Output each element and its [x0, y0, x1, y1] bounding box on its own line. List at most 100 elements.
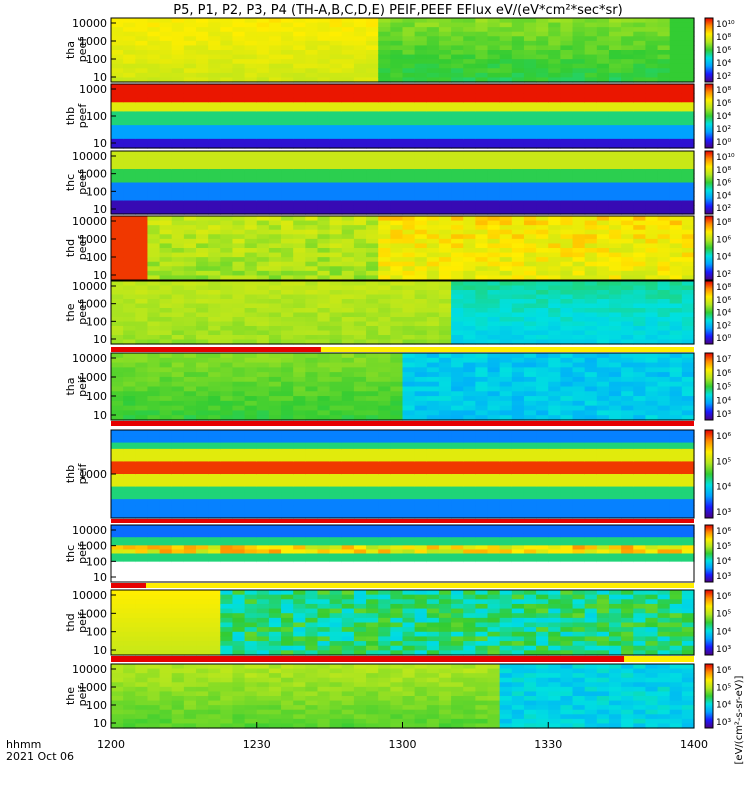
heatmap-cell	[196, 27, 209, 33]
colorbar-tick-label: 10⁰	[716, 138, 731, 148]
heatmap-cell	[572, 467, 586, 475]
heatmap-cell	[244, 205, 258, 211]
heatmap-cell	[329, 317, 343, 323]
heatmap-cell	[560, 281, 574, 287]
heatmap-cell	[378, 164, 391, 170]
heatmap-cell	[548, 281, 561, 287]
heatmap-cell	[548, 216, 561, 222]
heatmap-cell	[244, 200, 258, 206]
heatmap-cell	[536, 243, 549, 249]
heatmap-cell	[111, 533, 124, 538]
heatmap-cell	[123, 266, 136, 272]
heatmap-cell	[390, 372, 404, 378]
heatmap-cell	[341, 234, 355, 240]
heatmap-cell	[317, 120, 331, 126]
heatmap-cell	[135, 505, 149, 513]
heatmap-cell	[548, 160, 561, 166]
heatmap-cell	[414, 31, 428, 37]
heatmap-cell	[341, 160, 355, 166]
heatmap-cell	[159, 410, 173, 416]
heatmap-cell	[608, 72, 622, 79]
heatmap-cell	[305, 45, 319, 51]
heatmap-cell	[402, 88, 416, 94]
heatmap-cell	[426, 196, 440, 202]
heatmap-cell	[499, 63, 513, 69]
heatmap-cell	[135, 430, 149, 437]
heatmap-cell	[596, 18, 610, 24]
heatmap-cell	[499, 248, 513, 254]
heatmap-cell	[183, 248, 197, 254]
heatmap-cell	[341, 164, 355, 170]
heatmap-cell	[414, 303, 428, 309]
heatmap-cell	[329, 270, 343, 277]
heatmap-cell	[123, 405, 136, 412]
heatmap-cell	[463, 155, 476, 161]
heatmap-cell	[487, 353, 501, 359]
heatmap-cell	[633, 474, 647, 481]
heatmap-cell	[378, 505, 391, 513]
heatmap-cell	[329, 321, 343, 327]
heatmap-cell	[281, 357, 294, 364]
heatmap-cell	[681, 362, 695, 368]
heatmap-cell	[645, 455, 659, 463]
heatmap-cell	[123, 557, 136, 563]
heatmap-cell	[633, 196, 647, 202]
heatmap-cell	[171, 281, 185, 287]
heatmap-cell	[681, 220, 695, 226]
heatmap-cell	[123, 138, 136, 145]
heatmap-cell	[159, 376, 173, 383]
heatmap-cell	[548, 326, 561, 332]
heatmap-cell	[208, 569, 221, 575]
heatmap-cell	[523, 63, 537, 69]
heatmap-cell	[414, 200, 428, 206]
heatmap-cell	[111, 88, 124, 94]
heatmap-cell	[414, 84, 428, 90]
heatmap-cell	[681, 59, 695, 65]
heatmap-cell	[244, 77, 258, 83]
heatmap-cell	[341, 106, 355, 113]
heatmap-cell	[390, 430, 404, 437]
heatmap-cell	[451, 461, 464, 469]
heatmap-cell	[244, 545, 258, 551]
heatmap-cell	[196, 386, 209, 392]
heatmap-cell	[353, 151, 367, 157]
heatmap-cell	[111, 54, 124, 60]
heatmap-cell	[378, 120, 391, 126]
heatmap-cell	[669, 125, 683, 131]
heatmap-cell	[633, 467, 647, 475]
heatmap-cell	[426, 102, 440, 108]
heatmap-cell	[451, 173, 464, 179]
heatmap-cell	[463, 396, 476, 402]
heatmap-cell	[232, 492, 246, 500]
heatmap-cell	[111, 448, 124, 456]
heatmap-cell	[608, 330, 622, 336]
heatmap-cell	[560, 415, 574, 421]
heatmap-cell	[438, 84, 452, 90]
heatmap-cell	[390, 31, 404, 37]
heatmap-cell	[305, 275, 319, 281]
heatmap-cell	[268, 266, 282, 272]
heatmap-cell	[159, 467, 173, 475]
heatmap-cell	[548, 261, 561, 267]
heatmap-cell	[608, 317, 622, 323]
heatmap-cell	[584, 59, 598, 65]
heatmap-cell	[353, 178, 367, 184]
heatmap-cell	[608, 111, 622, 117]
heatmap-cell	[293, 169, 306, 175]
heatmap-cell	[572, 88, 586, 94]
heatmap-cell	[329, 54, 343, 60]
heatmap-cell	[390, 129, 404, 135]
heatmap-cell	[633, 134, 647, 140]
heatmap-cell	[293, 84, 306, 90]
heatmap-cell	[669, 31, 683, 37]
heatmap-cell	[147, 362, 161, 368]
heatmap-cell	[451, 209, 464, 215]
heatmap-cell	[633, 252, 647, 258]
heatmap-cell	[657, 294, 671, 300]
heatmap-cell	[426, 381, 440, 388]
heatmap-cell	[171, 511, 185, 519]
heatmap-cell	[475, 367, 489, 373]
heatmap-cell	[633, 191, 647, 197]
heatmap-cell	[548, 455, 561, 463]
heatmap-cell	[548, 339, 561, 345]
